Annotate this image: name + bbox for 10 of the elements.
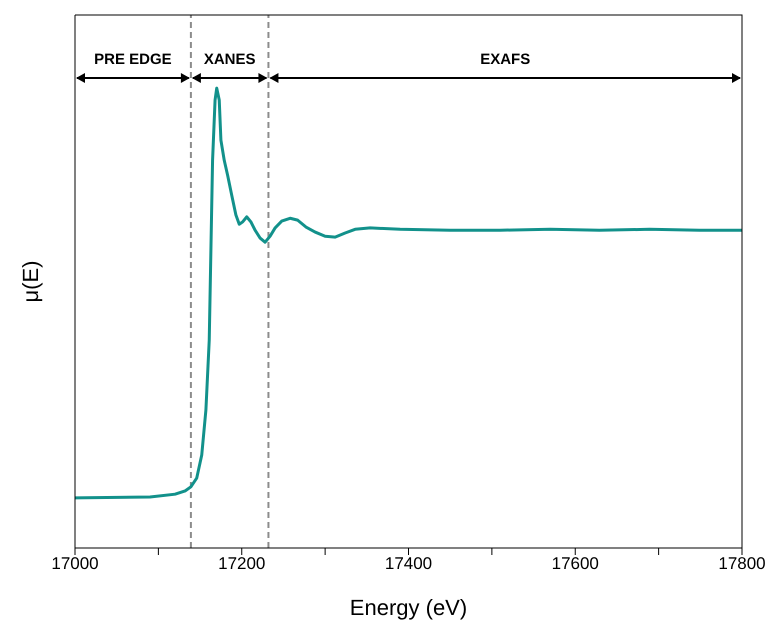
y-axis-title: μ(E) — [18, 260, 43, 303]
text: EXAFS — [480, 51, 530, 68]
x-tick-label: 17200 — [218, 554, 266, 574]
text: PRE EDGE — [94, 51, 172, 68]
x-tick-label: 17000 — [51, 554, 99, 574]
x-tick-label: 17600 — [552, 554, 599, 574]
x-tick-label: 17400 — [384, 554, 432, 574]
x-tick-label: 17800 — [718, 554, 766, 574]
x-axis-title: Energy (eV) — [350, 595, 468, 620]
text: XANES — [204, 51, 256, 68]
